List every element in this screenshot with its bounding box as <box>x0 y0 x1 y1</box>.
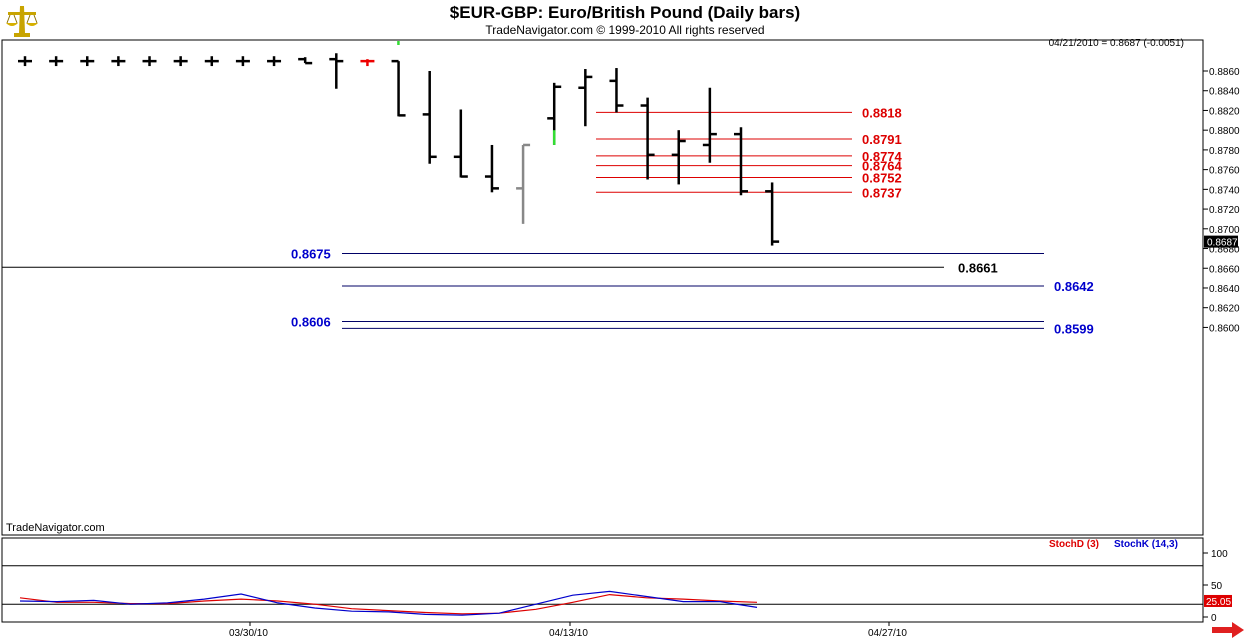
level-label-red: 0.8752 <box>862 171 902 186</box>
level-label-blue: 0.8599 <box>1054 321 1094 336</box>
x-axis-label: 03/30/10 <box>229 628 268 639</box>
stochd-legend: StochD (3) <box>1049 539 1099 550</box>
price-axis-label: 0.8820 <box>1209 106 1240 117</box>
current-price-box <box>1204 235 1238 248</box>
oscillator-panel <box>1 537 1204 623</box>
price-axis-label: 0.8800 <box>1209 126 1240 137</box>
x-axis-label: 04/27/10 <box>868 628 907 639</box>
scales-logo-icon[interactable] <box>4 3 40 39</box>
osc-axis-label: 50 <box>1211 581 1223 592</box>
price-axis-label: 0.8620 <box>1209 304 1240 315</box>
level-label-blue: 0.8606 <box>291 315 331 330</box>
price-axis-label: 0.8760 <box>1209 166 1240 177</box>
price-axis-label: 0.8720 <box>1209 205 1240 216</box>
copyright-subtitle: TradeNavigator.com © 1999-2010 All right… <box>485 23 765 37</box>
price-axis-label: 0.8780 <box>1209 146 1240 157</box>
price-axis-label: 0.8740 <box>1209 185 1240 196</box>
price-axis-label: 0.8640 <box>1209 284 1240 295</box>
level-label-red: 0.8791 <box>862 132 902 147</box>
chart-title: $EUR-GBP: Euro/British Pound (Daily bars… <box>449 3 801 22</box>
stochk-legend: StochK (14,3) <box>1114 539 1178 550</box>
level-label-red: 0.8764 <box>862 159 903 174</box>
price-axis-label: 0.8700 <box>1209 225 1240 236</box>
stochk-line[interactable] <box>19 590 758 616</box>
current-price-label: 0.8687 <box>1207 238 1238 249</box>
osc-axis-label: 0 <box>1211 613 1217 624</box>
price-axis-label: 0.8660 <box>1209 264 1240 275</box>
price-axis-label: 0.8680 <box>1209 245 1240 256</box>
price-panel <box>1 39 1204 536</box>
brand-watermark: TradeNavigator.com <box>6 522 105 534</box>
level-label-red: 0.8818 <box>862 105 902 120</box>
red-arrow-right-icon[interactable] <box>1210 621 1246 639</box>
price-axis-label: 0.8840 <box>1209 87 1240 98</box>
osc-value-box <box>1204 594 1232 607</box>
level-label-black: 0.8661 <box>958 260 998 275</box>
x-axis-label: 04/13/10 <box>549 628 588 639</box>
level-label-blue: 0.8642 <box>1054 279 1094 294</box>
last-quote: 04/21/2010 = 0.8687 (-0.0051) <box>1048 38 1184 49</box>
osc-value-label: 25.05 <box>1206 597 1231 608</box>
price-axis-label: 0.8860 <box>1209 67 1240 78</box>
level-label-blue: 0.8675 <box>291 246 331 261</box>
level-label-red: 0.8774 <box>862 149 903 164</box>
level-label-red: 0.8737 <box>862 185 902 200</box>
osc-axis-label: 100 <box>1211 549 1228 560</box>
price-axis-label: 0.8600 <box>1209 323 1240 334</box>
